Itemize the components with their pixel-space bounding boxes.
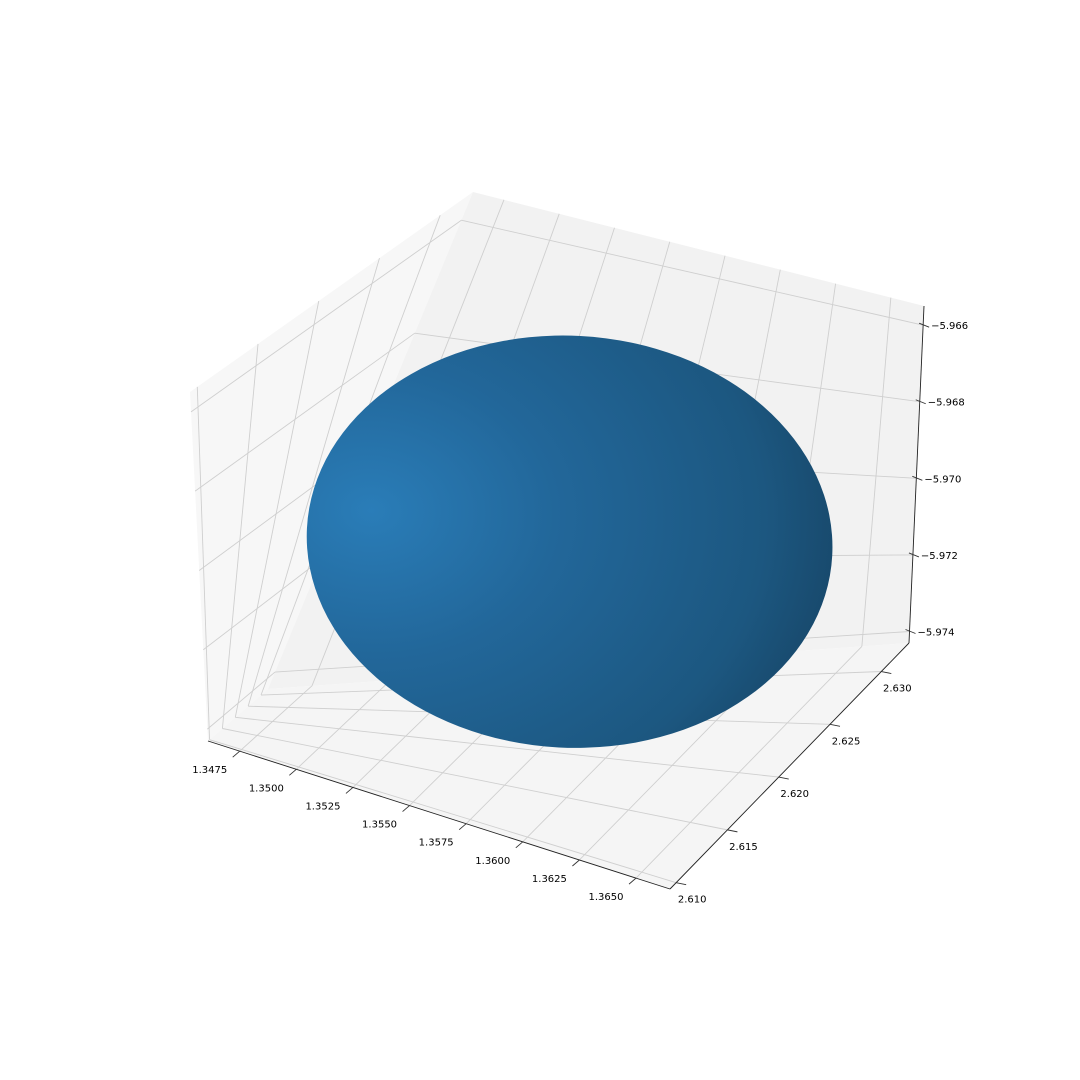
x-gridline-floor bbox=[239, 685, 313, 752]
x-tick bbox=[515, 841, 524, 849]
z-tick bbox=[912, 475, 923, 481]
x-tick-label: 1.3625 bbox=[532, 874, 567, 885]
z-tick bbox=[918, 322, 930, 328]
x-axis-line bbox=[207, 740, 671, 890]
z-tick-label: −5.966 bbox=[931, 321, 968, 332]
x-tick-label: 1.3525 bbox=[305, 801, 340, 812]
x-tick bbox=[232, 750, 240, 758]
z-tick-label: −5.968 bbox=[928, 398, 965, 409]
z-gridline-side bbox=[190, 219, 462, 413]
x-tick bbox=[628, 877, 637, 885]
y-gridline-floor bbox=[209, 739, 677, 884]
x-tick-label: 1.3475 bbox=[192, 765, 227, 776]
y-gridline-side bbox=[234, 300, 320, 718]
x-tick bbox=[458, 823, 467, 831]
ellipsoid-surface bbox=[306, 335, 833, 748]
y-tick-label: 2.630 bbox=[883, 684, 912, 695]
x-tick bbox=[289, 768, 297, 776]
z-gridline-side bbox=[194, 332, 416, 492]
axis-ticks: 1.3475 1.3500 1.3525 1.3550 1.3575 1.3600 1.36… bbox=[192, 321, 968, 906]
z-tick bbox=[905, 629, 916, 634]
x-tick-label: 1.3500 bbox=[249, 783, 284, 794]
y-tick bbox=[727, 829, 738, 833]
y-tick-label: 2.610 bbox=[678, 895, 707, 906]
z-tick-label: −5.972 bbox=[921, 551, 958, 562]
x-tick-label: 1.3550 bbox=[362, 820, 397, 831]
x-tick bbox=[402, 805, 410, 812]
x-tick-label: 1.3650 bbox=[589, 892, 624, 903]
z-axis-line bbox=[908, 305, 925, 644]
x-gridline-floor bbox=[635, 646, 863, 879]
y-tick-label: 2.625 bbox=[832, 736, 861, 747]
z-tick bbox=[908, 552, 920, 558]
axis-lines bbox=[207, 305, 925, 890]
y-tick-label: 2.615 bbox=[729, 842, 758, 853]
x-tick-label: 1.3575 bbox=[419, 838, 454, 849]
z-tick-label: −5.970 bbox=[924, 474, 961, 485]
y-gridline-floor bbox=[235, 716, 779, 778]
y-tick bbox=[829, 723, 841, 727]
z-gridline-side bbox=[207, 671, 276, 730]
y-tick bbox=[881, 671, 892, 674]
y-tick bbox=[778, 776, 789, 780]
x-tick bbox=[572, 859, 580, 867]
x-tick bbox=[345, 787, 354, 794]
x-gridline-back bbox=[861, 297, 892, 647]
x-gridline-floor bbox=[296, 679, 391, 770]
y-gridline-floor bbox=[222, 728, 728, 831]
y-tick-label: 2.620 bbox=[780, 789, 809, 800]
y-tick bbox=[676, 882, 687, 886]
z-tick-label: −5.974 bbox=[918, 628, 955, 639]
x-tick-label: 1.3600 bbox=[475, 856, 510, 867]
z-tick bbox=[915, 399, 926, 405]
y-axis-line bbox=[669, 642, 910, 890]
y-gridline-side bbox=[221, 343, 259, 729]
z-gridline-side bbox=[203, 558, 322, 651]
ellipsoid-body bbox=[306, 335, 833, 748]
z-gridline-back bbox=[461, 219, 924, 326]
y-gridline-side bbox=[196, 386, 210, 740]
y-gridline-side bbox=[247, 257, 380, 707]
